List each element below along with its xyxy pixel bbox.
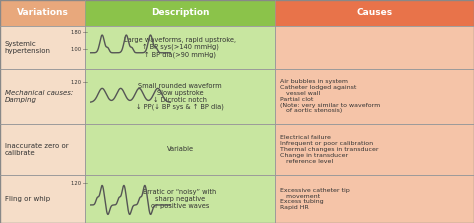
FancyBboxPatch shape	[85, 26, 275, 69]
FancyBboxPatch shape	[275, 26, 474, 69]
Text: Inaccurate zero or
calibrate: Inaccurate zero or calibrate	[5, 143, 68, 156]
FancyBboxPatch shape	[0, 69, 85, 124]
Text: Large waveforms, rapid upstroke,
↑ BP sys(>140 mmHg)
↑ BP dia(>90 mmHg): Large waveforms, rapid upstroke, ↑ BP sy…	[124, 37, 236, 58]
Text: Air bubbles in system
Catheter lodged against
   vessel wall
Partial clot
(Note:: Air bubbles in system Catheter lodged ag…	[280, 79, 380, 114]
Text: Description: Description	[151, 8, 210, 17]
Text: 120 —: 120 —	[71, 80, 88, 85]
FancyBboxPatch shape	[0, 26, 85, 69]
Text: Mechanical causes:
Damping: Mechanical causes: Damping	[5, 90, 73, 103]
FancyBboxPatch shape	[275, 175, 474, 223]
Text: Variations: Variations	[17, 8, 69, 17]
FancyBboxPatch shape	[0, 124, 85, 175]
FancyBboxPatch shape	[275, 0, 474, 26]
Text: Variable: Variable	[166, 147, 194, 152]
Text: 120 —: 120 —	[71, 181, 88, 186]
Text: Systemic
hypertension: Systemic hypertension	[5, 41, 51, 54]
FancyBboxPatch shape	[275, 69, 474, 124]
Text: Fling or whip: Fling or whip	[5, 196, 50, 202]
Text: Causes: Causes	[356, 8, 392, 17]
FancyBboxPatch shape	[85, 175, 275, 223]
Text: Electrical failure
Infrequent or poor calibration
Thermal changes in transducer
: Electrical failure Infrequent or poor ca…	[280, 135, 378, 163]
FancyBboxPatch shape	[275, 124, 474, 175]
Text: Small rounded waveform
Slow upstroke
↓ Dicrotic notch
↓ PP(↓ BP sys & ↑ BP dia): Small rounded waveform Slow upstroke ↓ D…	[136, 83, 224, 110]
Text: 180 —: 180 —	[71, 30, 88, 35]
FancyBboxPatch shape	[0, 0, 85, 26]
FancyBboxPatch shape	[85, 124, 275, 175]
FancyBboxPatch shape	[85, 0, 275, 26]
Text: 100 —: 100 —	[71, 47, 88, 52]
FancyBboxPatch shape	[0, 175, 85, 223]
Text: Excessive catheter tip
   movement
Excess tubing
Rapid HR: Excessive catheter tip movement Excess t…	[280, 188, 349, 210]
FancyBboxPatch shape	[85, 69, 275, 124]
Text: Erratic or “noisy” with
sharp negative
or positive waves: Erratic or “noisy” with sharp negative o…	[144, 189, 217, 209]
